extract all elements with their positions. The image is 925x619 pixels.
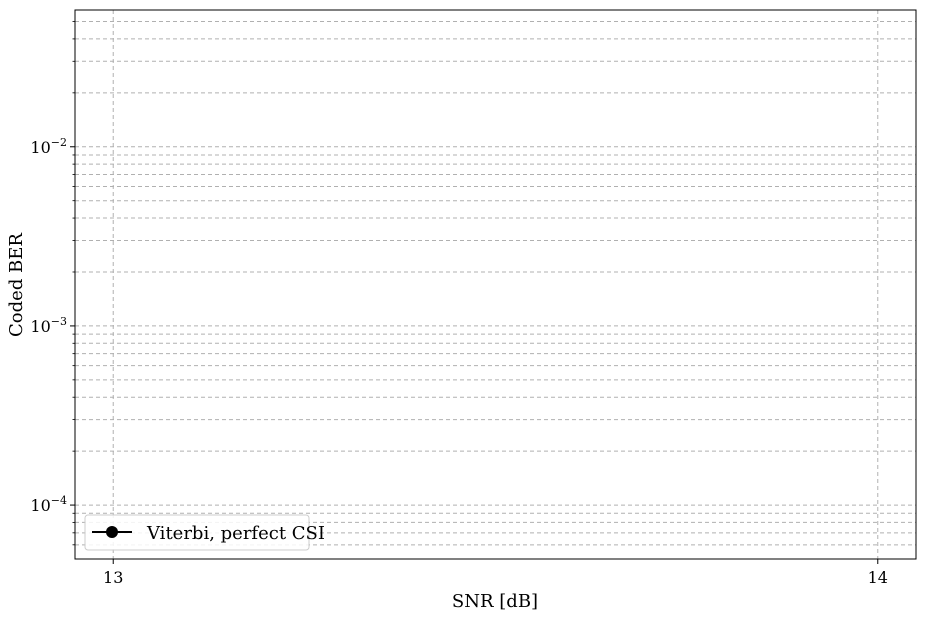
y-tick-label: 10−2 (30, 136, 67, 157)
plot-frame (74, 9, 917, 560)
y-tick-label-exponent: −2 (51, 136, 67, 149)
y-tick-label-base: 10 (30, 317, 50, 336)
y-tick-label: 10−3 (30, 315, 67, 336)
x-tick-label: 14 (868, 568, 888, 587)
ticks (70, 21, 879, 564)
y-tick-label-base: 10 (30, 496, 50, 515)
legend-entry-label: Viterbi, perfect CSI (146, 523, 325, 544)
x-tick-label: 13 (103, 568, 123, 587)
legend-box (84, 514, 310, 551)
y-tick-label-exponent: −3 (51, 315, 67, 328)
y-axis-label: Coded BER (6, 233, 27, 337)
y-tick-label-base: 10 (30, 138, 50, 157)
y-tick-label-exponent: −4 (51, 494, 67, 507)
grid-lines (75, 10, 916, 559)
legend: Viterbi, perfect CSI (84, 514, 325, 551)
legend-circle-marker (106, 526, 118, 538)
y-tick-label: 10−4 (30, 494, 67, 515)
x-axis-label: SNR [dB] (452, 591, 538, 612)
